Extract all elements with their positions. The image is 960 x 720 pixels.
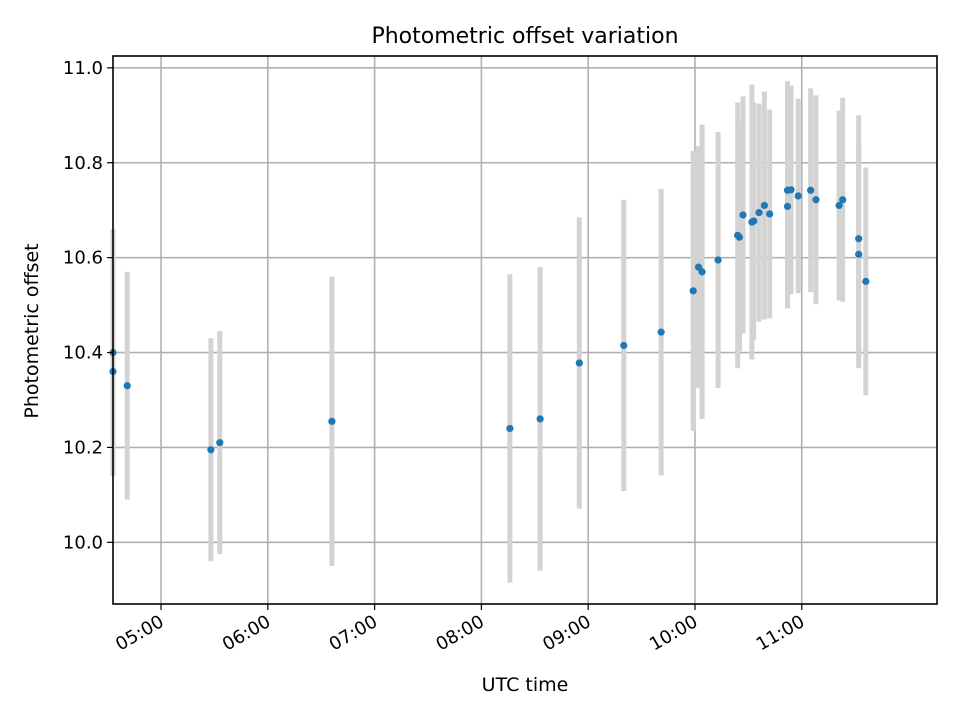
y-axis-label: Photometric offset: [21, 243, 43, 418]
y-tick-label: 10.0: [63, 532, 103, 553]
data-point: [755, 208, 763, 217]
data-point: [855, 235, 863, 243]
data-points: [109, 186, 870, 454]
data-point: [794, 192, 802, 200]
data-point: [698, 268, 706, 276]
data-point: [123, 382, 131, 390]
data-point: [862, 277, 870, 285]
y-tick-label: 10.6: [63, 248, 103, 269]
data-point: [689, 287, 697, 295]
data-point: [620, 341, 628, 350]
data-point: [839, 196, 847, 204]
x-axis-label: UTC time: [482, 674, 569, 696]
data-point: [328, 417, 336, 425]
data-point: [783, 202, 792, 211]
data-point: [207, 446, 215, 454]
data-point: [739, 211, 747, 219]
y-tick-label: 10.2: [63, 437, 103, 458]
data-point: [506, 424, 514, 433]
data-point: [536, 415, 544, 423]
data-point: [766, 210, 774, 218]
y-tick-label: 10.8: [63, 153, 103, 174]
data-point: [657, 328, 665, 336]
data-point: [855, 250, 863, 258]
y-tick-label: 10.4: [63, 343, 103, 364]
data-point: [735, 233, 744, 241]
data-point: [750, 217, 758, 225]
y-tick-label: 11.0: [63, 58, 103, 79]
data-point: [714, 256, 722, 264]
data-point: [835, 201, 843, 210]
chart-title: Photometric offset variation: [371, 24, 678, 49]
data-point: [760, 201, 768, 210]
plot-frame: [112, 55, 938, 605]
data-point: [575, 359, 583, 367]
data-point: [787, 186, 795, 194]
y-axis-ticks: 10.0 10.2 10.4 10.6 10.8 11.0: [63, 58, 113, 553]
data-point: [812, 196, 820, 204]
data-point: [216, 439, 224, 447]
data-point: [807, 186, 815, 194]
